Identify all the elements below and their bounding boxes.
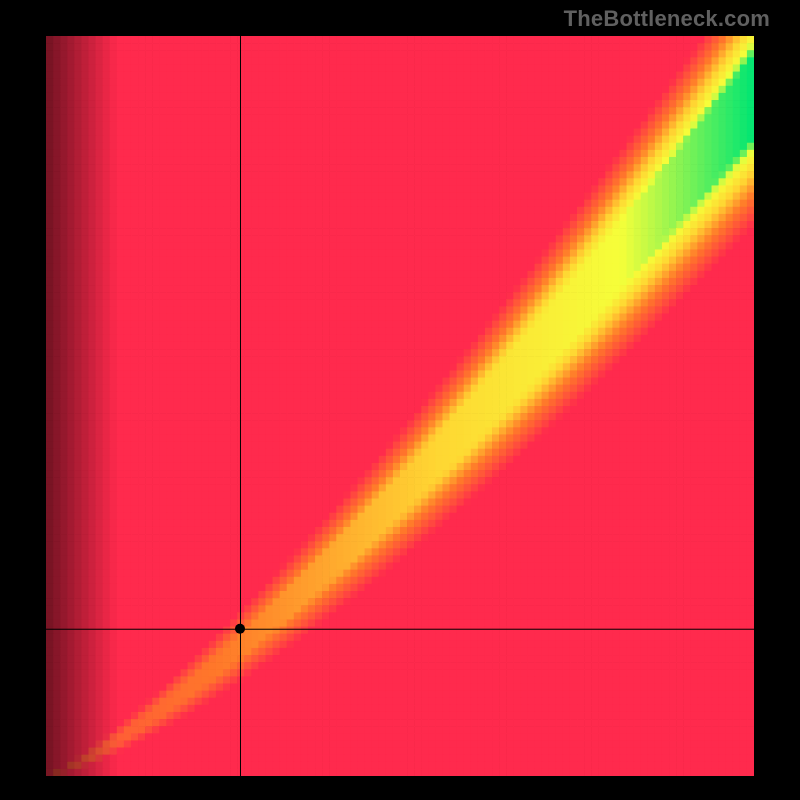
watermark-text: TheBottleneck.com [564, 6, 770, 32]
heatmap-area [46, 36, 754, 776]
chart-container: TheBottleneck.com [0, 0, 800, 800]
heatmap-canvas [46, 36, 754, 776]
